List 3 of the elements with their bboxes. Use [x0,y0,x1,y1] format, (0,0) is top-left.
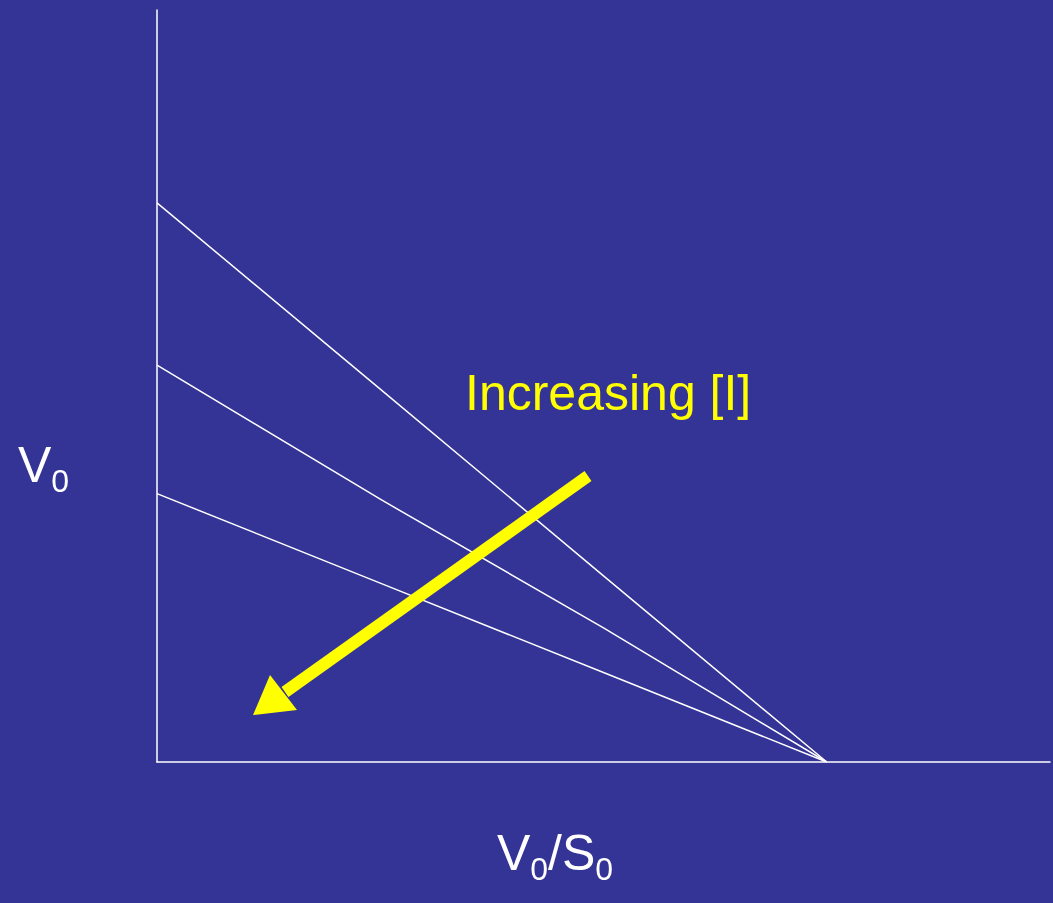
x-axis-title: V$_{0}$/S$_{0}$ [495,825,615,887]
y-axis-title: V$_{0}$ [18,437,70,499]
annotation: Increasing [I] [465,365,752,421]
